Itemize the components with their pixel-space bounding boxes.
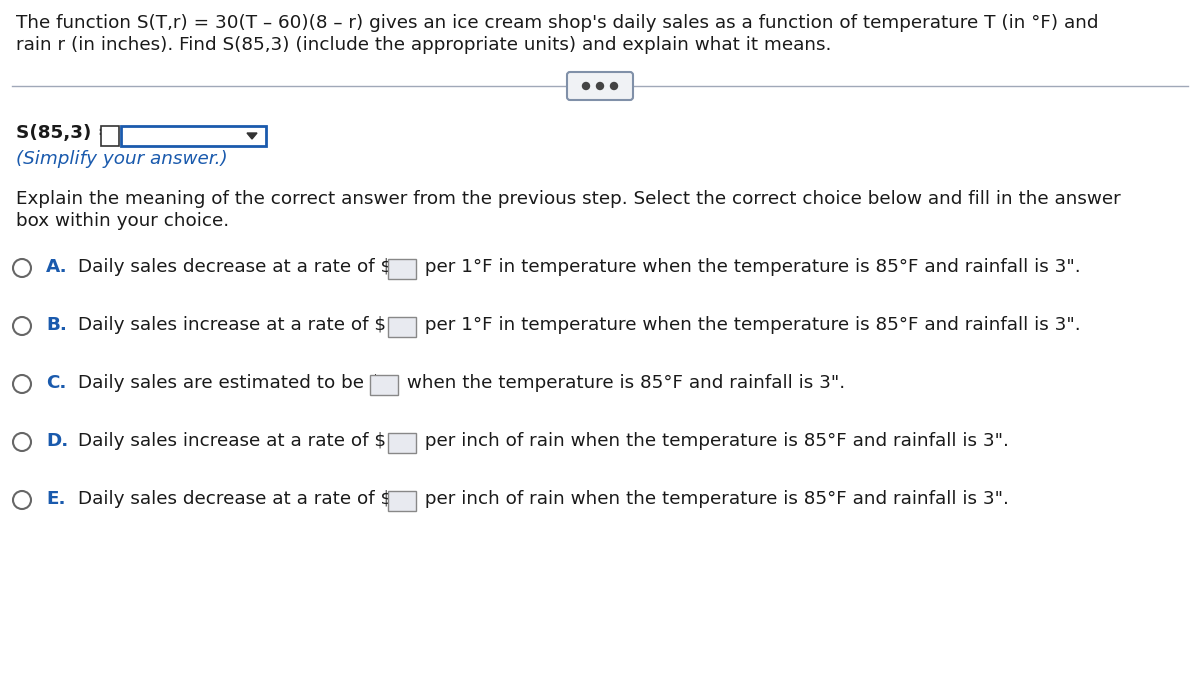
FancyBboxPatch shape (388, 259, 415, 279)
FancyBboxPatch shape (388, 491, 415, 511)
Text: The function S(T,r) = 30(T – 60)(8 – r) gives an ice cream shop's daily sales as: The function S(T,r) = 30(T – 60)(8 – r) … (16, 14, 1098, 32)
Text: rain r (in inches). Find S(85,3) (include the appropriate units) and explain wha: rain r (in inches). Find S(85,3) (includ… (16, 36, 832, 54)
Text: B.: B. (46, 316, 67, 334)
Text: D.: D. (46, 432, 68, 450)
Text: Daily sales decrease at a rate of $: Daily sales decrease at a rate of $ (78, 258, 392, 276)
FancyBboxPatch shape (388, 317, 415, 337)
Text: box within your choice.: box within your choice. (16, 212, 229, 230)
FancyBboxPatch shape (568, 72, 634, 100)
Text: (Simplify your answer.): (Simplify your answer.) (16, 150, 228, 168)
Text: Daily sales decrease at a rate of $: Daily sales decrease at a rate of $ (78, 490, 392, 508)
Text: Daily sales are estimated to be $: Daily sales are estimated to be $ (78, 374, 382, 392)
FancyBboxPatch shape (101, 126, 119, 146)
Text: Daily sales increase at a rate of $: Daily sales increase at a rate of $ (78, 432, 386, 450)
Text: per 1°F in temperature when the temperature is 85°F and rainfall is 3".: per 1°F in temperature when the temperat… (419, 258, 1080, 276)
Text: per 1°F in temperature when the temperature is 85°F and rainfall is 3".: per 1°F in temperature when the temperat… (419, 316, 1080, 334)
Polygon shape (247, 133, 257, 139)
Text: per inch of rain when the temperature is 85°F and rainfall is 3".: per inch of rain when the temperature is… (419, 432, 1009, 450)
FancyBboxPatch shape (121, 126, 266, 146)
FancyBboxPatch shape (370, 375, 398, 395)
Text: per inch of rain when the temperature is 85°F and rainfall is 3".: per inch of rain when the temperature is… (419, 490, 1009, 508)
Circle shape (596, 82, 604, 90)
Text: C.: C. (46, 374, 66, 392)
Circle shape (582, 82, 589, 90)
Circle shape (611, 82, 618, 90)
Text: Explain the meaning of the correct answer from the previous step. Select the cor: Explain the meaning of the correct answe… (16, 190, 1121, 208)
FancyBboxPatch shape (388, 433, 415, 453)
Text: A.: A. (46, 258, 67, 276)
Text: E.: E. (46, 490, 66, 508)
Text: when the temperature is 85°F and rainfall is 3".: when the temperature is 85°F and rainfal… (401, 374, 845, 392)
Text: Daily sales increase at a rate of $: Daily sales increase at a rate of $ (78, 316, 386, 334)
Text: S(85,3) =: S(85,3) = (16, 124, 113, 142)
